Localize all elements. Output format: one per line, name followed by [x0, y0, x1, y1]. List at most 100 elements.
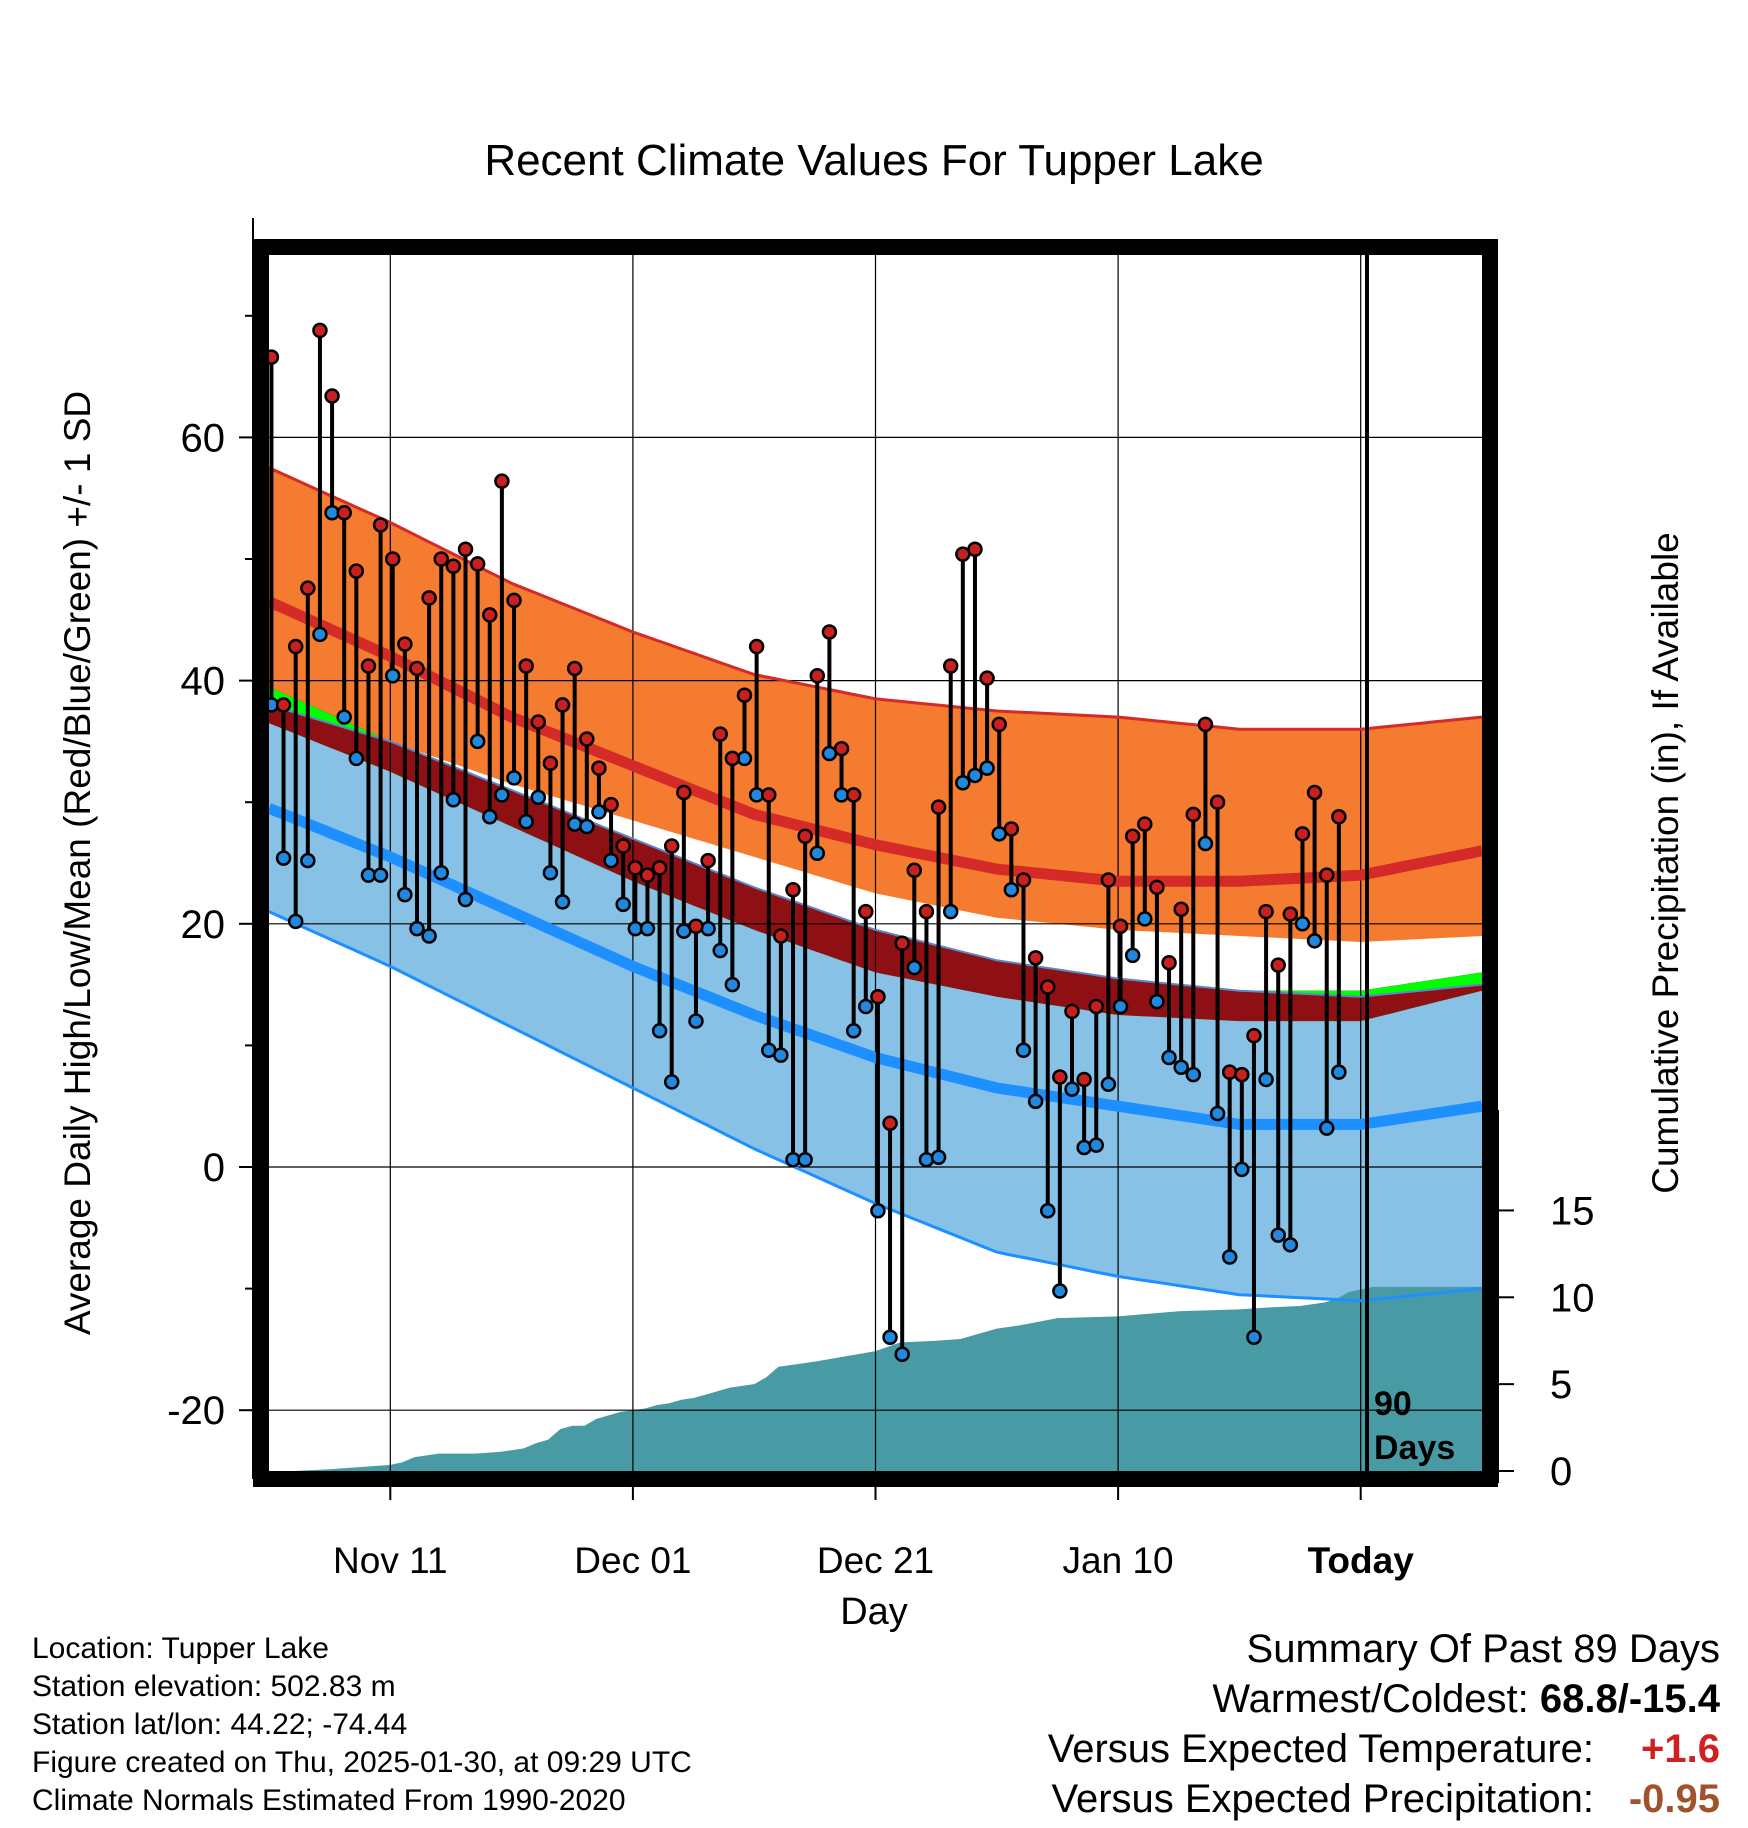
daily-low-point — [979, 760, 995, 776]
left-tick-label: -20 — [167, 1389, 225, 1433]
daily-high-point — [1173, 901, 1189, 917]
daily-high-point — [566, 660, 583, 677]
daily-high-point — [615, 838, 631, 854]
daily-low-point — [457, 891, 474, 908]
daily-low-point — [1185, 1066, 1202, 1083]
daily-low-point — [603, 852, 619, 869]
daily-high-point — [1137, 816, 1153, 832]
y-axis-label: Average Daily High/Low/Mean (Red/Blue/Gr… — [57, 391, 98, 1335]
daily-high-point — [991, 716, 1007, 733]
high-mean-line — [269, 596, 1482, 887]
daily-low-point — [918, 1151, 935, 1168]
daily-high-point — [845, 787, 862, 803]
warmest-coldest-row: Warmest/Coldest: 68.8/-15.4 — [1048, 1674, 1720, 1724]
today-days-label: 90 Days — [1374, 1385, 1455, 1467]
daily-high-point — [457, 541, 474, 558]
daily-low-point — [663, 1074, 680, 1090]
daily-high-point — [1088, 998, 1105, 1015]
daily-high-point — [1221, 1064, 1238, 1080]
daily-high-point — [906, 862, 923, 879]
daily-low-point — [566, 816, 583, 832]
daily-low-point — [1270, 1227, 1286, 1243]
daily-low-point — [421, 928, 437, 944]
daily-low-point — [773, 1047, 789, 1063]
daily-low-point — [639, 920, 656, 937]
daily-high-point — [858, 903, 874, 920]
daily-high-point — [1064, 1003, 1080, 1020]
daily-high-point — [554, 697, 571, 713]
daily-high-point — [1112, 918, 1129, 934]
daily-high-point — [942, 658, 959, 674]
daily-low-point — [469, 733, 486, 750]
daily-low-point — [942, 903, 959, 920]
daily-low-point — [1088, 1137, 1105, 1153]
daily-high-point — [1027, 950, 1044, 966]
bottom-tick-label: Dec 01 — [574, 1540, 691, 1581]
daily-high-point — [312, 322, 328, 339]
daily-low-point — [1015, 1042, 1032, 1059]
daily-low-point — [1003, 882, 1020, 898]
daily-low-point — [542, 864, 559, 881]
warmest-coldest-value: 68.8/-15.4 — [1539, 1677, 1720, 1721]
daily-low-point — [312, 626, 328, 643]
daily-high-point — [748, 638, 765, 655]
daily-low-point — [1100, 1076, 1117, 1093]
right-tick-label: 0 — [1550, 1450, 1572, 1494]
left-tick-label: 0 — [203, 1146, 225, 1190]
daily-high-point — [1185, 806, 1202, 823]
daily-high-point — [918, 903, 935, 920]
precip-anomaly-label: Versus Expected Precipitation: — [1051, 1777, 1594, 1821]
grid-lines — [269, 255, 1482, 1471]
summary-heading: Summary Of Past 89 Days — [1246, 1627, 1720, 1671]
daily-low-point — [1161, 1049, 1177, 1066]
daily-low-point — [518, 813, 534, 830]
daily-high-point — [1318, 867, 1335, 883]
daily-high-point — [724, 750, 741, 767]
daily-low-point — [348, 750, 365, 767]
daily-high-point — [324, 388, 340, 404]
daily-high-point — [275, 697, 292, 713]
daily-high-point — [736, 687, 753, 703]
daily-low-point — [433, 864, 449, 881]
left-tick-label: 20 — [181, 903, 226, 947]
daily-high-point — [1294, 826, 1311, 842]
daily-low-point — [1306, 933, 1323, 949]
daily-high-point — [712, 726, 728, 742]
daily-low-point — [384, 667, 401, 684]
daily-low-point — [1331, 1064, 1347, 1080]
daily-high-point — [384, 551, 401, 567]
daily-low-point — [809, 845, 826, 862]
daily-high-point — [1234, 1066, 1250, 1083]
left-tick-label: 40 — [181, 660, 226, 704]
daily-low-point — [955, 774, 971, 791]
daily-high-point — [1161, 954, 1177, 971]
daily-low-point — [300, 852, 316, 869]
daily-low-point — [1246, 1329, 1262, 1345]
daily-high-point — [761, 787, 777, 803]
daily-high-point — [1306, 784, 1323, 801]
chart-title: Recent Climate Values For Tupper Lake — [484, 136, 1263, 185]
daily-low-point — [530, 789, 547, 806]
bottom-axis: Nov 11 Dec 01 Dec 21 Jan 10 Today — [333, 1486, 1414, 1581]
daily-low-point — [287, 913, 304, 930]
daily-high-point — [1197, 716, 1214, 733]
daily-high-point — [433, 551, 449, 567]
daily-low-point — [579, 818, 595, 835]
daily-high-point — [1124, 828, 1141, 844]
daily-low-point — [882, 1329, 898, 1345]
daily-high-point — [676, 784, 692, 801]
daily-high-point — [397, 636, 413, 652]
daily-high-point — [542, 755, 559, 772]
daily-high-point — [336, 505, 352, 521]
daily-low-point — [1221, 1249, 1238, 1265]
daily-high-point — [421, 590, 437, 606]
daily-high-point — [300, 580, 316, 596]
daily-high-point — [518, 658, 534, 674]
daily-high-point — [894, 935, 910, 952]
bottom-tick-label: Today — [1308, 1540, 1415, 1581]
daily-high-point — [651, 860, 668, 876]
daily-high-point — [1331, 809, 1347, 825]
daily-high-point — [639, 867, 656, 883]
daily-low-point — [554, 894, 571, 910]
